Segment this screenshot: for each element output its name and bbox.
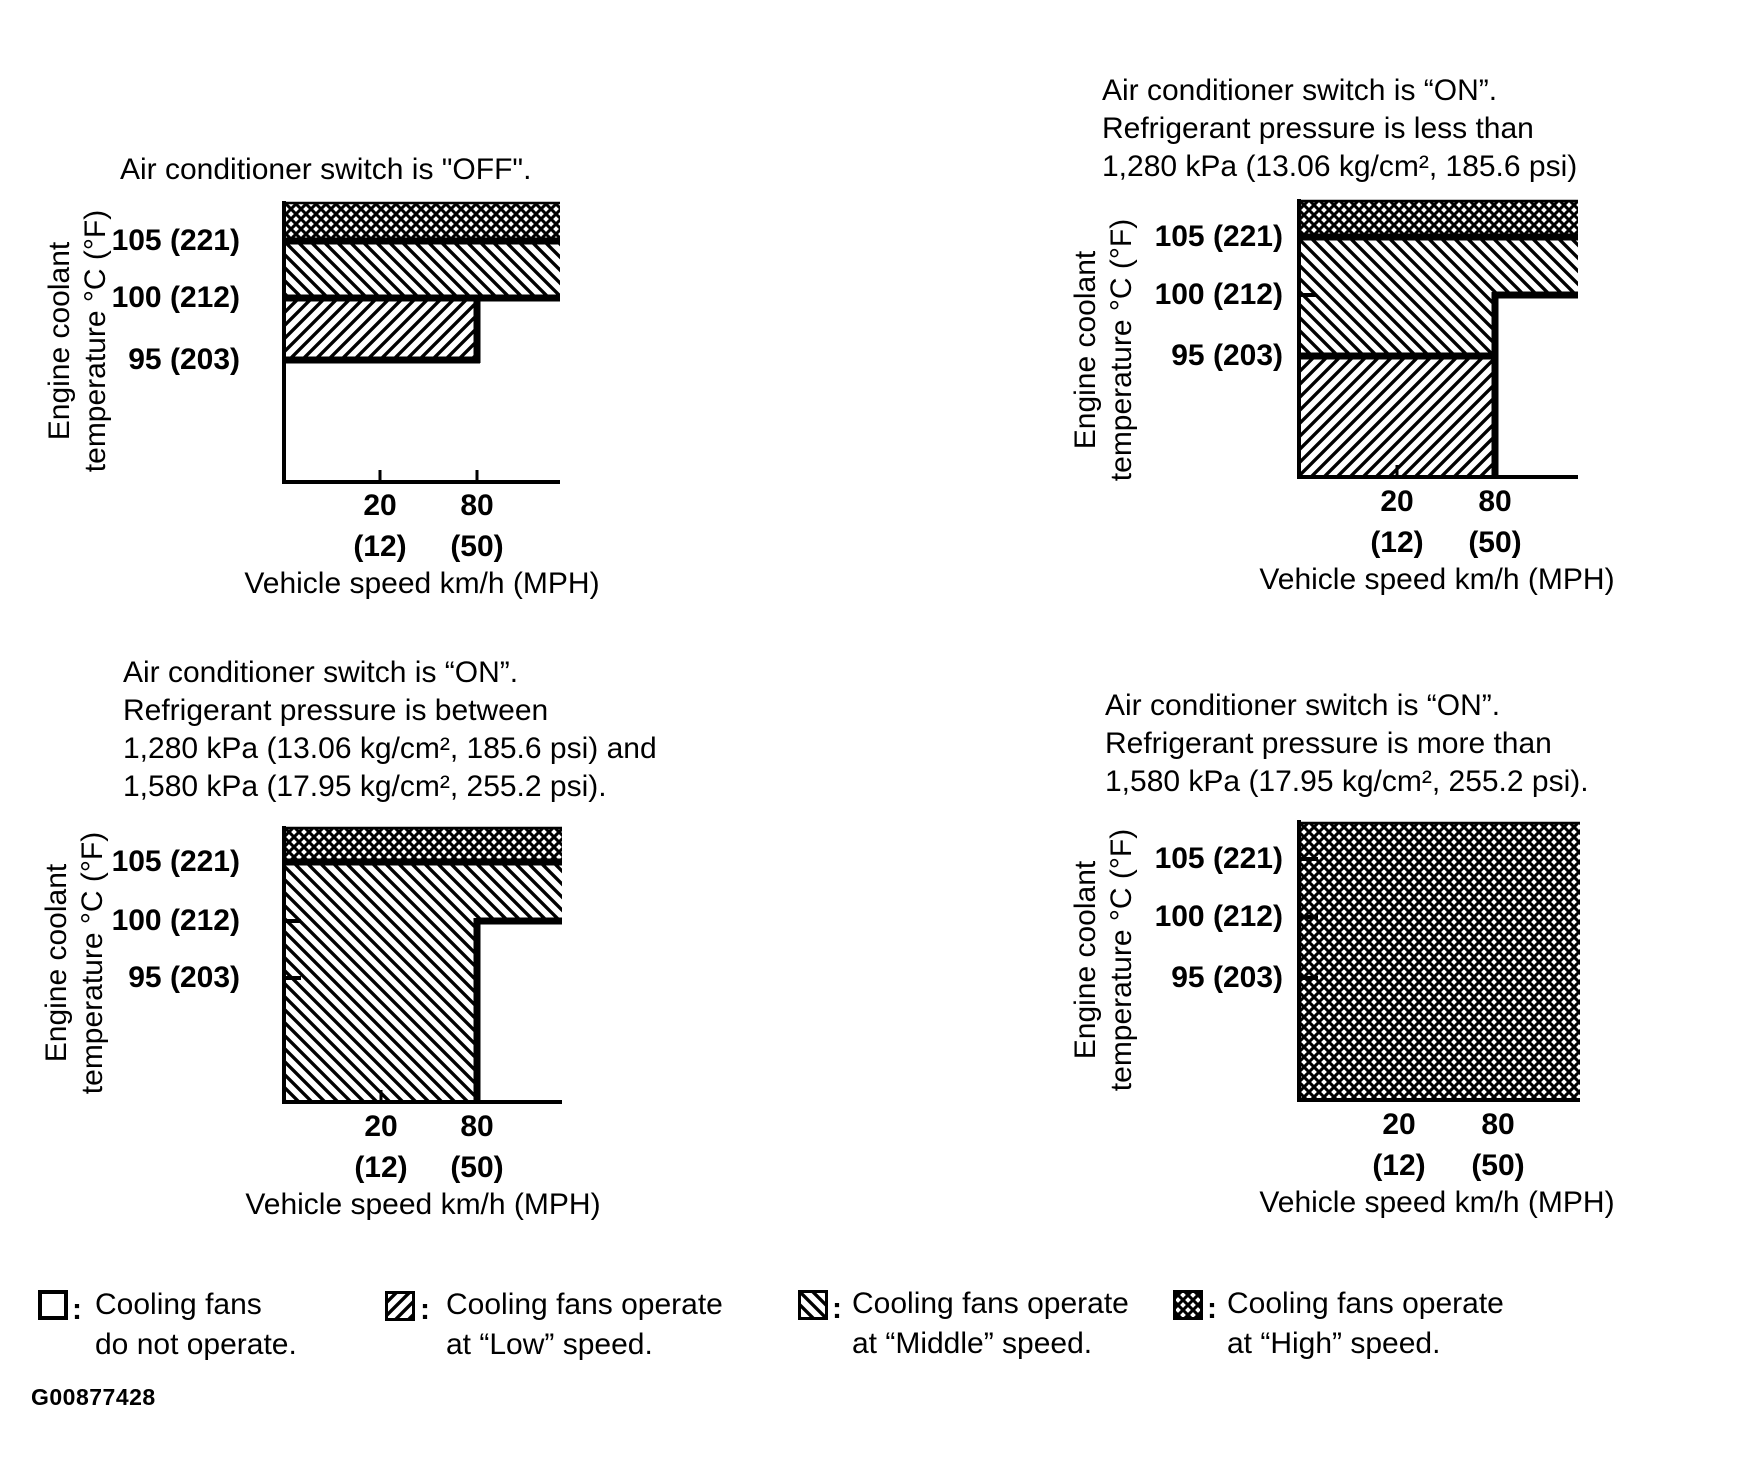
legend-line2: at “Low” speed. <box>446 1328 653 1361</box>
legend-line1: Cooling fans operate <box>446 1288 723 1321</box>
x-tick-12mph: (12) <box>1370 526 1424 559</box>
y-tick-95: 95 (203) <box>1171 339 1283 372</box>
x-tick-20: 20 <box>363 489 397 522</box>
legend-item-middle-speed: Cooling fans operate at “Middle” speed. <box>852 1284 1129 1364</box>
legend-swatch-high-speed <box>1173 1290 1203 1320</box>
x-tick-20: 20 <box>1380 485 1414 518</box>
x-axis-title: Vehicle speed km/h (MPH) <box>245 1188 601 1221</box>
x-tick-50mph: (50) <box>450 1151 504 1184</box>
y-tick-95: 95 (203) <box>128 961 240 994</box>
chart-title-line2: Refrigerant pressure is more than <box>1105 727 1552 760</box>
legend-line2: at “Middle” speed. <box>852 1327 1093 1360</box>
y-tick-105: 105 (221) <box>111 224 240 257</box>
figure-id: G00877428 <box>31 1384 156 1410</box>
chart-title: Air conditioner switch is "OFF". <box>120 153 532 186</box>
y-axis-label-line1: Engine coolant <box>1069 860 1102 1060</box>
y-axis-label-line1: Engine coolant <box>43 241 76 441</box>
x-tick-80: 80 <box>460 489 494 522</box>
y-axis-label-line2: temperature °C (°F) <box>1105 218 1138 482</box>
chart-title-line3: 1,580 kPa (17.95 kg/cm², 255.2 psi). <box>1105 765 1589 798</box>
chart-title-line3: 1,280 kPa (13.06 kg/cm², 185.6 psi) and <box>123 732 657 765</box>
y-tick-95: 95 (203) <box>1171 961 1283 994</box>
y-tick-105: 105 (221) <box>1154 220 1283 253</box>
chart-title-line2: Refrigerant pressure is less than <box>1102 112 1534 145</box>
x-tick-12mph: (12) <box>353 530 407 563</box>
legend-colon: : <box>72 1293 82 1326</box>
legend-item-fans-off: Cooling fans do not operate. <box>95 1285 297 1365</box>
legend-line1: Cooling fans <box>95 1288 262 1321</box>
legend-line2: at “High” speed. <box>1227 1327 1441 1360</box>
x-tick-20: 20 <box>364 1110 398 1143</box>
plot-ac-off <box>282 201 560 484</box>
plot-ac-on-high-pressure <box>1297 820 1580 1102</box>
chart-title-line1: Air conditioner switch is “ON”. <box>1102 74 1498 107</box>
y-tick-95: 95 (203) <box>128 343 240 376</box>
chart-title-line1: Air conditioner switch is “ON”. <box>1105 689 1501 722</box>
chart-title-line3: 1,280 kPa (13.06 kg/cm², 185.6 psi) <box>1102 150 1578 183</box>
y-axis-label-line2: temperature °C (°F) <box>1105 828 1138 1092</box>
y-tick-105: 105 (221) <box>111 845 240 878</box>
chart-title: Air conditioner switch is “ON”. Refriger… <box>1105 687 1589 801</box>
legend-line2: do not operate. <box>95 1328 297 1361</box>
x-tick-12mph: (12) <box>354 1151 408 1184</box>
chart-title-line4: 1,580 kPa (17.95 kg/cm², 255.2 psi). <box>123 770 607 803</box>
legend-swatch-middle-speed <box>798 1290 828 1320</box>
chart-title: Air conditioner switch is “ON”. Refriger… <box>123 654 657 806</box>
x-tick-50mph: (50) <box>1468 526 1522 559</box>
y-axis-label-line1: Engine coolant <box>1069 250 1102 450</box>
legend-item-low-speed: Cooling fans operate at “Low” speed. <box>446 1285 723 1365</box>
y-tick-105: 105 (221) <box>1154 842 1283 875</box>
y-axis-label: Engine coolant temperature °C (°F) <box>1068 750 1140 1170</box>
x-axis-title: Vehicle speed km/h (MPH) <box>244 567 600 600</box>
legend-swatch-fans-off <box>38 1290 68 1320</box>
y-axis-label: Engine coolant temperature °C (°F) <box>1068 140 1140 560</box>
chart-title-line2: Refrigerant pressure is between <box>123 694 549 727</box>
legend-item-high-speed: Cooling fans operate at “High” speed. <box>1227 1284 1504 1364</box>
x-tick-80: 80 <box>1478 485 1512 518</box>
y-axis-label-line1: Engine coolant <box>40 863 73 1063</box>
x-tick-50mph: (50) <box>1471 1149 1525 1182</box>
y-tick-100: 100 (212) <box>1154 278 1283 311</box>
legend-colon: : <box>420 1293 430 1326</box>
legend-swatch-low-speed <box>385 1291 415 1321</box>
legend-line1: Cooling fans operate <box>852 1287 1129 1320</box>
y-tick-100: 100 (212) <box>111 281 240 314</box>
chart-title: Air conditioner switch is “ON”. Refriger… <box>1102 72 1577 186</box>
chart-title-line1: Air conditioner switch is “ON”. <box>123 656 519 689</box>
legend-colon: : <box>832 1292 842 1325</box>
x-axis-title: Vehicle speed km/h (MPH) <box>1259 563 1615 596</box>
y-tick-100: 100 (212) <box>1154 900 1283 933</box>
legend-colon: : <box>1207 1292 1217 1325</box>
x-tick-12mph: (12) <box>1372 1149 1426 1182</box>
x-tick-80: 80 <box>1481 1108 1515 1141</box>
legend-line1: Cooling fans operate <box>1227 1287 1504 1320</box>
x-axis-title: Vehicle speed km/h (MPH) <box>1259 1186 1615 1219</box>
plot-ac-on-low-pressure <box>1297 199 1578 479</box>
x-tick-50mph: (50) <box>450 530 504 563</box>
x-tick-20: 20 <box>1382 1108 1416 1141</box>
y-tick-100: 100 (212) <box>111 904 240 937</box>
x-tick-80: 80 <box>460 1110 494 1143</box>
plot-ac-on-mid-pressure <box>282 826 562 1104</box>
